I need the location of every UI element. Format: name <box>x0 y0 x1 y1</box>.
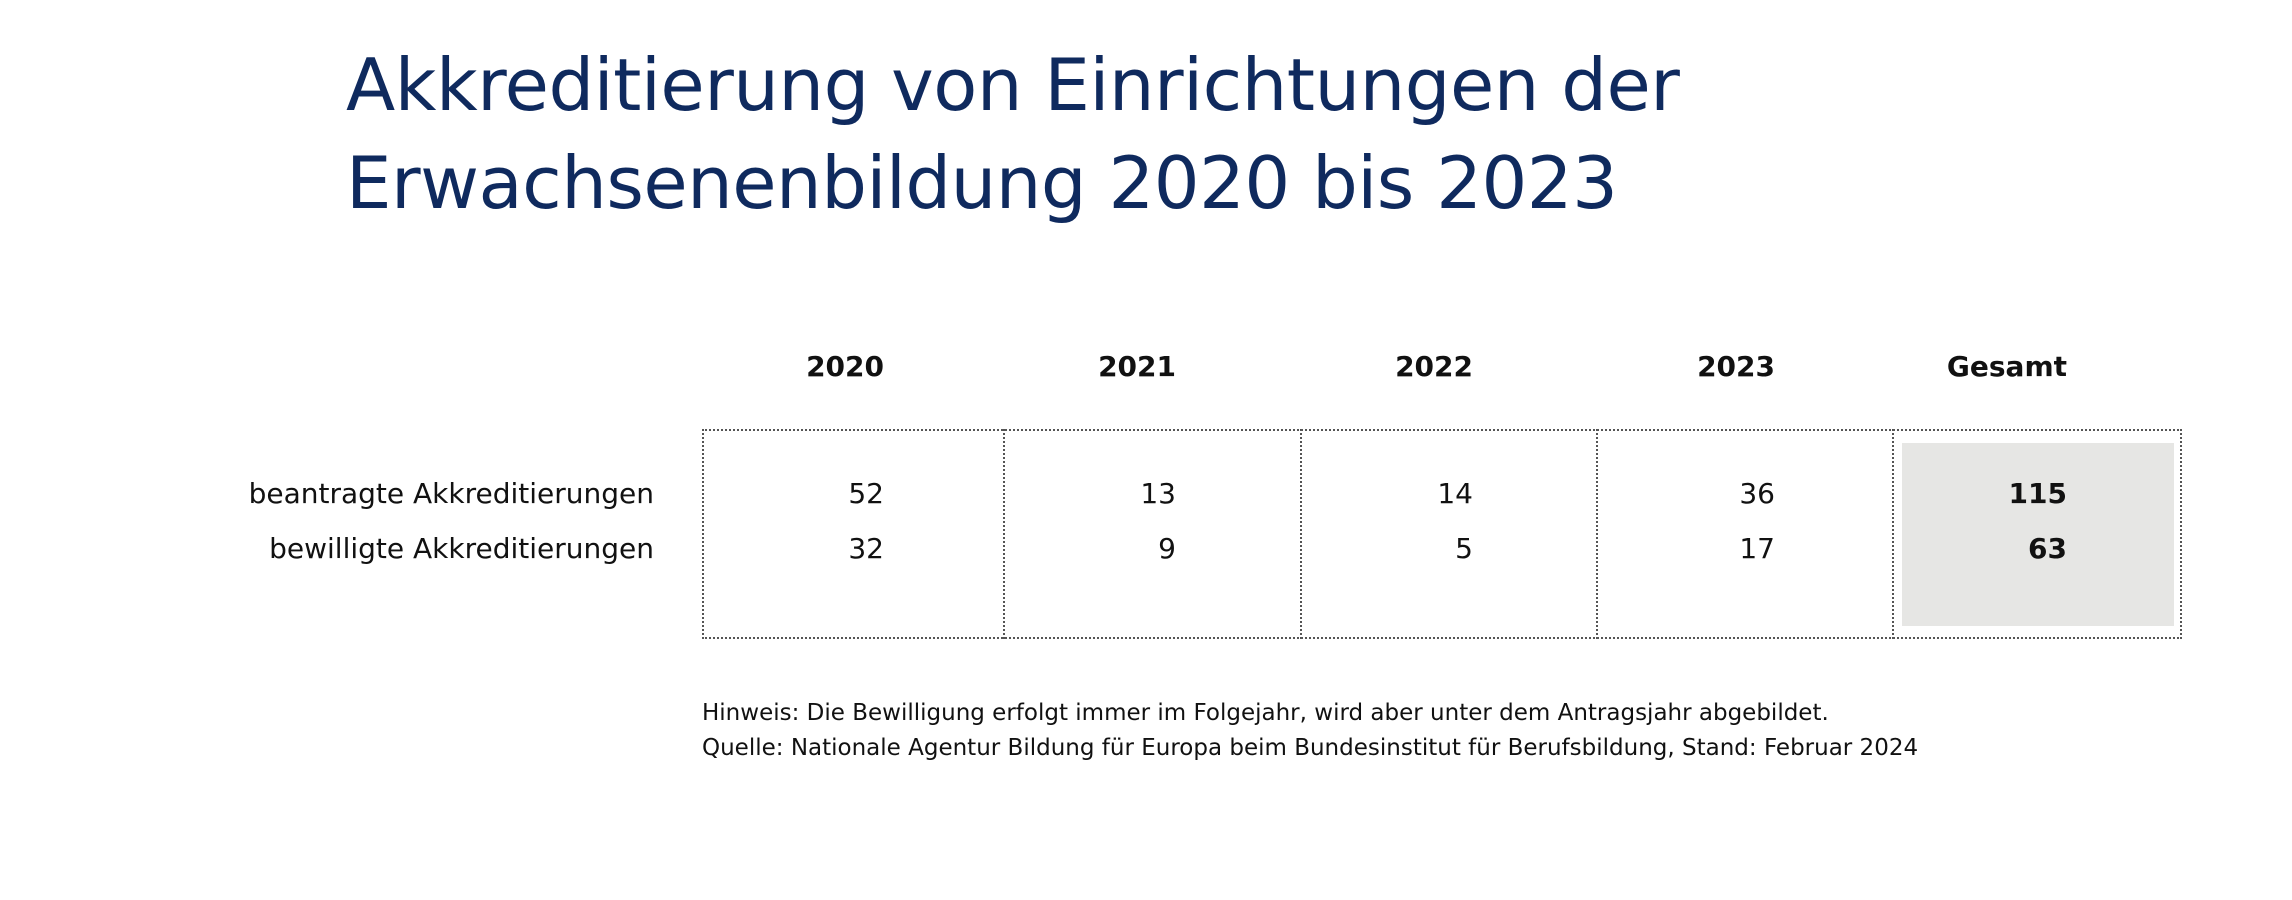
table-cell: 32 <box>848 532 884 565</box>
data-table-frame <box>702 429 2182 639</box>
column-header-2020: 2020 <box>806 350 884 383</box>
note-source: Quelle: Nationale Agentur Bildung für Eu… <box>702 735 1919 761</box>
column-divider <box>1596 429 1598 639</box>
column-divider <box>1003 429 1005 639</box>
title-line-2: Erwachsenenbildung 2020 bis 2023 <box>346 141 1618 225</box>
row-label-bewilligt: bewilligte Akkreditierungen <box>269 532 654 565</box>
table-cell: 17 <box>1739 532 1775 565</box>
column-divider <box>1892 429 1894 639</box>
column-divider <box>1300 429 1302 639</box>
total-column-highlight <box>1902 443 2174 626</box>
title-line-1: Akkreditierung von Einrichtungen der <box>346 43 1680 127</box>
table-cell: 5 <box>1455 532 1473 565</box>
table-cell: 9 <box>1158 532 1176 565</box>
note-hint: Hinweis: Die Bewilligung erfolgt immer i… <box>702 700 1829 726</box>
row-label-beantragt: beantragte Akkreditierungen <box>248 477 654 510</box>
column-header-2022: 2022 <box>1395 350 1473 383</box>
table-cell: 36 <box>1739 477 1775 510</box>
table-cell: 14 <box>1437 477 1473 510</box>
table-cell: 52 <box>848 477 884 510</box>
column-header-2021: 2021 <box>1098 350 1176 383</box>
table-cell: 13 <box>1140 477 1176 510</box>
page-title: Akkreditierung von Einrichtungen der Erw… <box>346 36 1680 232</box>
column-header-2023: 2023 <box>1697 350 1775 383</box>
table-cell-total: 115 <box>2008 477 2067 510</box>
table-cell-total: 63 <box>2028 532 2067 565</box>
column-header-total: Gesamt <box>1946 350 2067 383</box>
